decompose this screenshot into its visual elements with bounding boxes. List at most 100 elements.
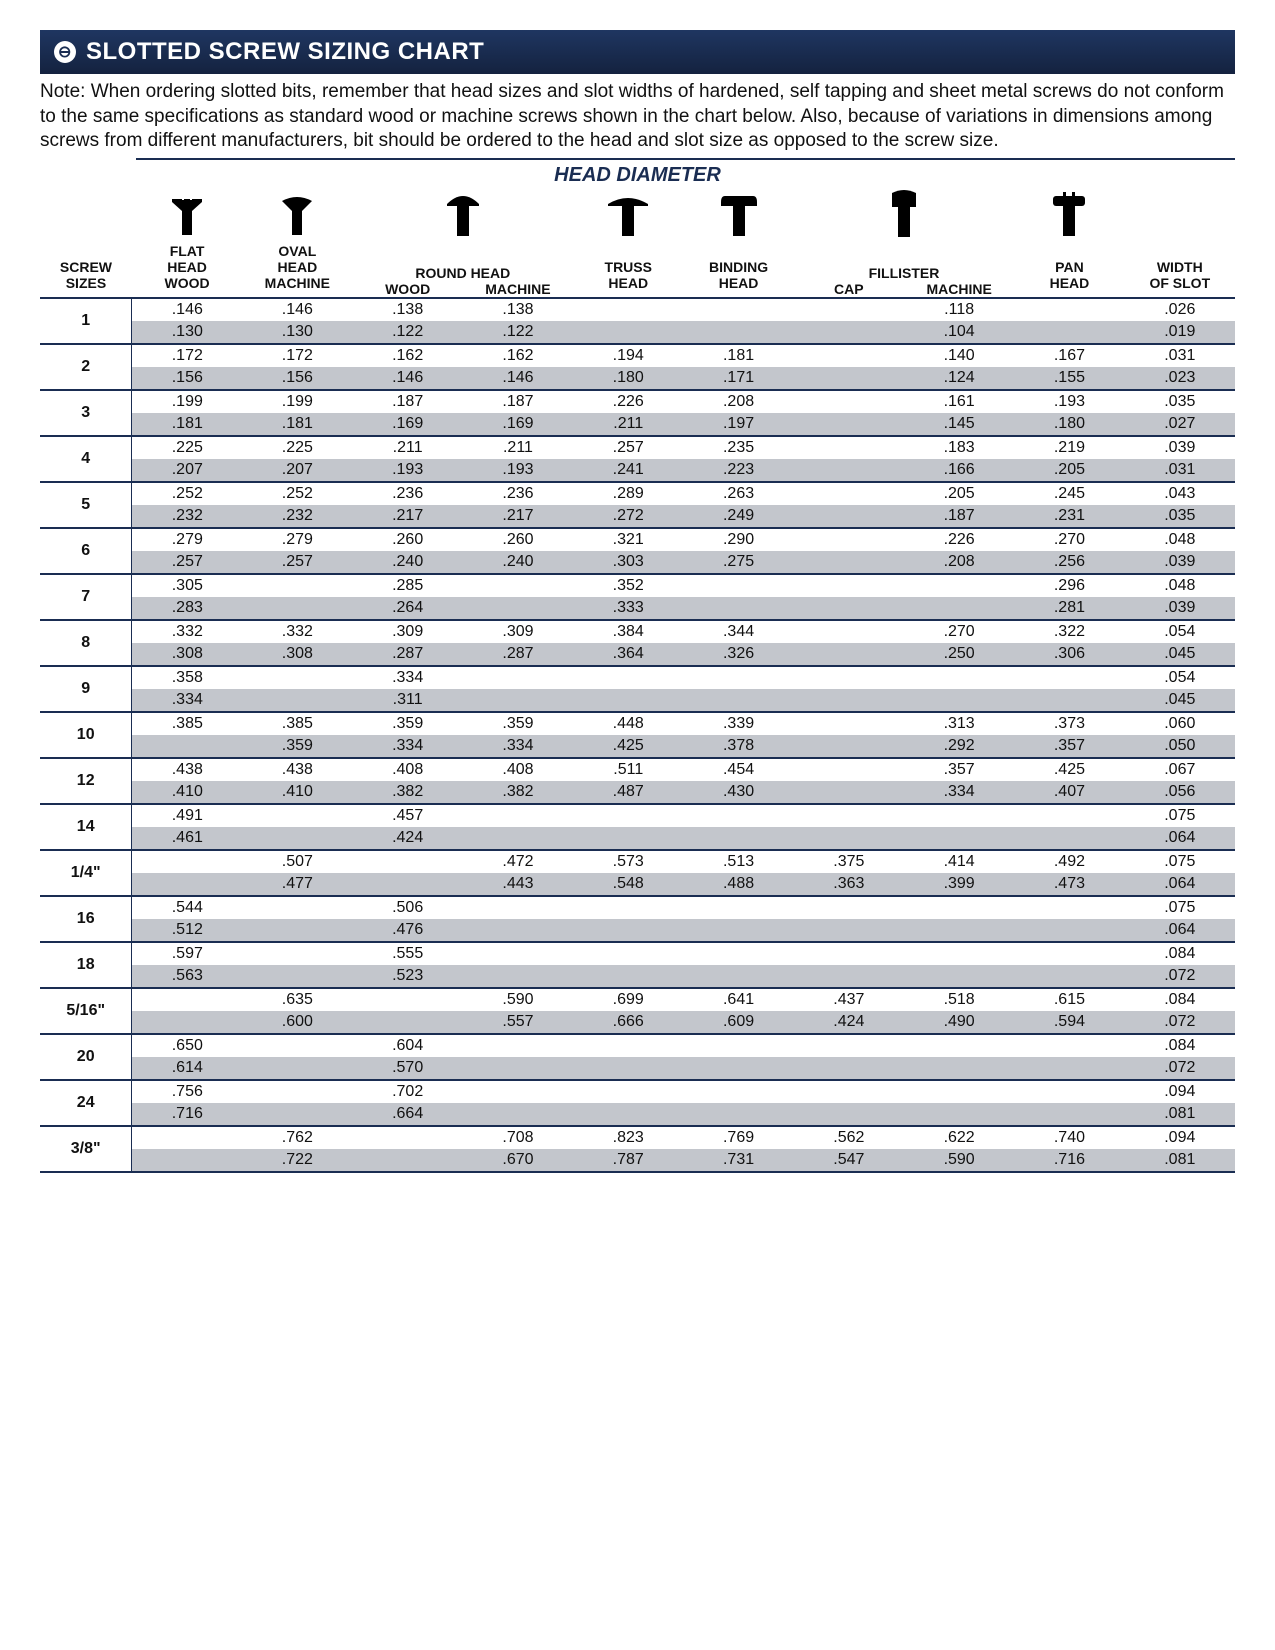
value-cell bbox=[573, 321, 683, 343]
value-cell: .597 bbox=[132, 942, 242, 965]
value-cell: .124 bbox=[904, 367, 1014, 389]
value-cell: .359 bbox=[463, 712, 573, 735]
value-cell: .252 bbox=[242, 482, 352, 505]
value-cell: .352 bbox=[573, 574, 683, 597]
value-cell bbox=[353, 1011, 463, 1033]
value-cell bbox=[904, 896, 1014, 919]
value-cell: .756 bbox=[132, 1080, 242, 1103]
value-cell: .309 bbox=[353, 620, 463, 643]
value-cell: .334 bbox=[353, 735, 463, 757]
value-cell: .437 bbox=[794, 988, 904, 1011]
value-cell: .373 bbox=[1014, 712, 1124, 735]
value-cell: .207 bbox=[132, 459, 242, 481]
value-cell bbox=[1014, 689, 1124, 711]
size-cell: 10 bbox=[40, 712, 132, 757]
value-cell: .208 bbox=[683, 390, 793, 413]
value-cell bbox=[683, 1103, 793, 1125]
value-cell: .180 bbox=[573, 367, 683, 389]
table-row: 7.305.285.352.296.048 bbox=[40, 574, 1235, 597]
value-cell: .054 bbox=[1125, 620, 1235, 643]
value-cell bbox=[463, 689, 573, 711]
value-cell: .290 bbox=[683, 528, 793, 551]
table-row: 4.225.225.211.211.257.235.183.219.039 bbox=[40, 436, 1235, 459]
value-cell: .823 bbox=[573, 1126, 683, 1149]
value-cell: .031 bbox=[1125, 344, 1235, 367]
value-cell: .604 bbox=[353, 1034, 463, 1057]
value-cell: .476 bbox=[353, 919, 463, 941]
value-cell: .161 bbox=[904, 390, 1014, 413]
flat-head-icon bbox=[132, 187, 242, 241]
value-cell: .226 bbox=[904, 528, 1014, 551]
value-cell bbox=[1014, 321, 1124, 343]
size-cell: 1 bbox=[40, 298, 132, 343]
table-row: .308.308.287.287.364.326.250.306.045 bbox=[40, 643, 1235, 665]
value-cell: .225 bbox=[242, 436, 352, 459]
value-cell bbox=[1014, 804, 1124, 827]
size-cell: 3/8" bbox=[40, 1126, 132, 1171]
value-cell: .187 bbox=[353, 390, 463, 413]
value-cell bbox=[242, 1080, 352, 1103]
col-slot: WIDTHOF SLOT bbox=[1125, 241, 1235, 298]
value-cell: .306 bbox=[1014, 643, 1124, 665]
value-cell bbox=[794, 528, 904, 551]
value-cell bbox=[904, 574, 1014, 597]
table-row: .207.207.193.193.241.223.166.205.031 bbox=[40, 459, 1235, 481]
value-cell: .443 bbox=[463, 873, 573, 895]
value-cell: .594 bbox=[1014, 1011, 1124, 1033]
value-cell bbox=[794, 827, 904, 849]
value-cell bbox=[794, 942, 904, 965]
col-round: ROUND HEAD WOODMACHINE bbox=[353, 241, 574, 298]
value-cell bbox=[794, 574, 904, 597]
value-cell bbox=[794, 643, 904, 665]
value-cell: .334 bbox=[463, 735, 573, 757]
value-cell bbox=[132, 1011, 242, 1033]
value-cell: .740 bbox=[1014, 1126, 1124, 1149]
value-cell: .026 bbox=[1125, 298, 1235, 321]
value-cell bbox=[794, 413, 904, 435]
value-cell bbox=[904, 1080, 1014, 1103]
table-row: 20.650.604.084 bbox=[40, 1034, 1235, 1057]
value-cell bbox=[904, 666, 1014, 689]
value-cell: .287 bbox=[353, 643, 463, 665]
value-cell bbox=[794, 919, 904, 941]
table-body: 1.146.146.138.138.118.026.130.130.122.12… bbox=[40, 298, 1235, 1172]
value-cell: .146 bbox=[353, 367, 463, 389]
col-fillister: FILLISTER CAPMACHINE bbox=[794, 241, 1015, 298]
table-row: .130.130.122.122.104.019 bbox=[40, 321, 1235, 343]
value-cell: .296 bbox=[1014, 574, 1124, 597]
sizing-table: SCREWSIZES FLATHEADWOOD OVALHEADMACHINE … bbox=[40, 187, 1235, 1173]
value-cell bbox=[242, 689, 352, 711]
value-cell bbox=[904, 965, 1014, 987]
value-cell: .039 bbox=[1125, 436, 1235, 459]
table-row: .181.181.169.169.211.197.145.180.027 bbox=[40, 413, 1235, 435]
size-cell: 5/16" bbox=[40, 988, 132, 1033]
value-cell: .181 bbox=[242, 413, 352, 435]
value-cell: .492 bbox=[1014, 850, 1124, 873]
value-cell: .146 bbox=[242, 298, 352, 321]
table-row: 16.544.506.075 bbox=[40, 896, 1235, 919]
value-cell bbox=[463, 919, 573, 941]
table-row: .722.670.787.731.547.590.716.081 bbox=[40, 1149, 1235, 1171]
value-cell: .321 bbox=[573, 528, 683, 551]
value-cell: .162 bbox=[463, 344, 573, 367]
value-cell: .507 bbox=[242, 850, 352, 873]
size-cell: 8 bbox=[40, 620, 132, 665]
size-cell: 14 bbox=[40, 804, 132, 849]
value-cell: .166 bbox=[904, 459, 1014, 481]
value-cell: .181 bbox=[683, 344, 793, 367]
value-cell bbox=[242, 804, 352, 827]
value-cell: .573 bbox=[573, 850, 683, 873]
value-cell bbox=[132, 735, 242, 757]
value-cell: .699 bbox=[573, 988, 683, 1011]
value-cell: .762 bbox=[242, 1126, 352, 1149]
value-cell: .263 bbox=[683, 482, 793, 505]
value-cell: .172 bbox=[132, 344, 242, 367]
value-cell: .219 bbox=[1014, 436, 1124, 459]
value-cell: .138 bbox=[353, 298, 463, 321]
value-cell: .023 bbox=[1125, 367, 1235, 389]
value-cell: .332 bbox=[132, 620, 242, 643]
value-cell bbox=[794, 1103, 904, 1125]
value-cell: .075 bbox=[1125, 896, 1235, 919]
value-cell: .035 bbox=[1125, 505, 1235, 527]
value-cell: .081 bbox=[1125, 1103, 1235, 1125]
